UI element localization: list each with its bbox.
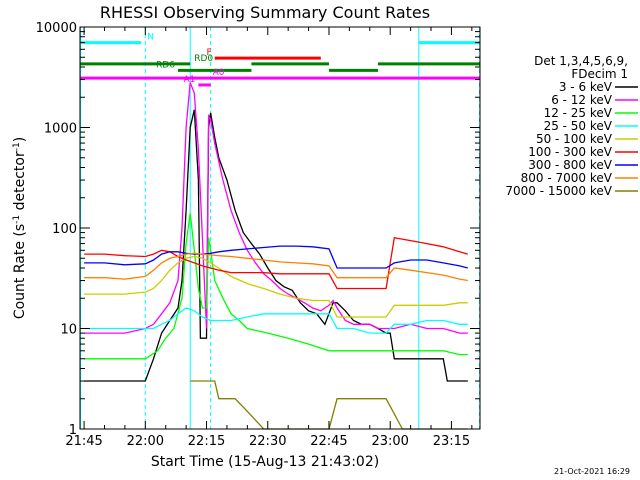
legend-entry-label: 12 - 25 keV	[544, 106, 613, 120]
state-bar-label: A0	[213, 68, 225, 78]
series-line	[84, 255, 468, 318]
y-axis-label-part: Count Rate (s	[12, 224, 28, 319]
y-tick-label: 1000	[44, 122, 77, 137]
timestamp: 21-Oct-2021 16:29	[554, 467, 630, 476]
legend-entry-label: 100 - 300 keV	[528, 145, 612, 159]
state-bar-label: A1	[183, 75, 195, 85]
state-bar-label: F	[207, 48, 212, 58]
x-tick-label: 22:15	[188, 434, 225, 449]
series-line	[84, 252, 468, 282]
y-tick-label: 1	[69, 423, 77, 438]
x-tick-label: 22:45	[310, 434, 347, 449]
chart-title: RHESSI Observing Summary Count Rates	[100, 3, 430, 22]
attenuator-lines	[80, 27, 480, 429]
series-line	[84, 245, 468, 269]
y-axis-label-part: -1	[12, 215, 22, 224]
y-tick-label: 10	[60, 323, 77, 338]
x-tick-label: 22:30	[249, 434, 286, 449]
y-axis-label-part: )	[12, 137, 28, 142]
state-bar-label: RD0	[194, 54, 213, 64]
plot-frame	[79, 26, 481, 430]
series-line	[84, 82, 468, 334]
series-line	[84, 213, 468, 360]
axis-ticks: 21:45 22:00 22:15 22:30 22:45 23:00 23:15 1 10 10…	[36, 21, 480, 449]
y-axis-label-part: -1	[12, 142, 22, 151]
series-line	[84, 236, 468, 290]
x-tick-label: 23:15	[433, 434, 470, 449]
legend-entry-label: 300 - 800 keV	[528, 158, 612, 172]
legend-entry-label: 800 - 7000 keV	[521, 171, 613, 185]
x-tick-label: 22:00	[127, 434, 164, 449]
y-tick-label: 100	[52, 222, 77, 237]
y-tick-label: 10000	[36, 21, 77, 36]
legend-entry-label: 50 - 100 keV	[536, 132, 613, 146]
series-line	[84, 307, 468, 334]
legend-entry-label: 7000 - 15000 keV	[505, 184, 612, 198]
x-axis-label: Start Time (15-Aug-13 21:43:02)	[151, 454, 379, 470]
x-tick-label: 21:45	[65, 434, 102, 449]
y-axis-label: Count Rate (s-1 detector-1)	[12, 137, 28, 319]
series-line	[84, 109, 468, 382]
legend-entry-label: 3 - 6 keV	[559, 80, 613, 94]
legend-header: FDecim 1	[571, 67, 628, 81]
x-tick-label: 23:00	[371, 434, 408, 449]
legend-entry-label: 25 - 50 keV	[544, 119, 613, 133]
y-axis-label-part: detector	[12, 151, 28, 215]
state-bar-label: RD6	[156, 60, 175, 70]
legend-header: Det 1,3,4,5,6,9,	[534, 54, 628, 68]
state-bar-label: N	[147, 33, 154, 43]
legend-entry-label: 6 - 12 keV	[551, 93, 613, 107]
series-lines	[84, 82, 468, 430]
